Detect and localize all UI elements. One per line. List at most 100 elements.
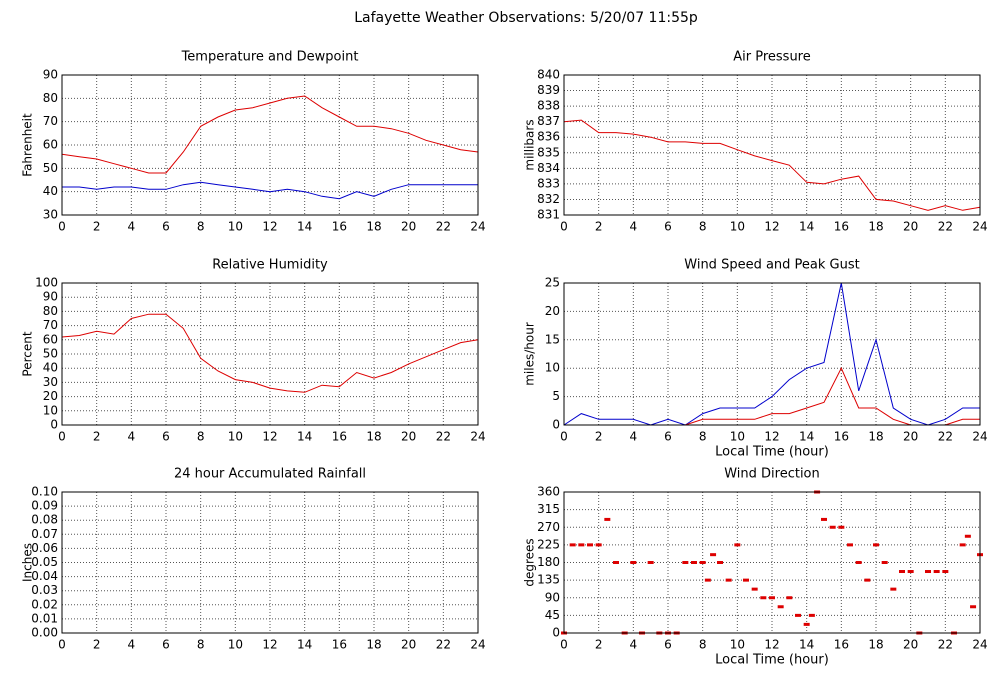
x-tick-label: 12: [262, 430, 277, 444]
x-tick-label: 18: [868, 220, 883, 234]
y-tick-label: 50: [43, 347, 58, 361]
data-point: [682, 561, 689, 564]
data-point: [760, 596, 767, 600]
y-tick-label: 20: [545, 304, 560, 318]
x-tick-label: 4: [128, 430, 136, 444]
x-tick-label: 24: [972, 220, 987, 234]
y-tick-label: 0.08: [31, 513, 58, 527]
data-point: [587, 543, 593, 547]
x-tick-label: 12: [262, 220, 277, 234]
y-tick-label: 836: [537, 130, 560, 144]
x-tick-label: 2: [595, 638, 603, 652]
y-tick-label: 70: [43, 318, 58, 332]
y-tick-label: 0.03: [31, 583, 58, 597]
chart-title: Relative Humidity: [212, 258, 328, 273]
plot-frame: [563, 491, 981, 634]
x-tick-label: 0: [58, 638, 66, 652]
data-point: [613, 561, 619, 564]
y-tick-label: 5: [552, 389, 560, 403]
y-tick-label: 315: [537, 502, 560, 516]
x-tick-label: 0: [560, 220, 568, 234]
y-tick-label: 180: [537, 555, 560, 569]
y-tick-label: 100: [35, 276, 58, 290]
y-tick-label: 0: [552, 626, 560, 640]
data-point: [795, 613, 801, 617]
data-point: [769, 596, 775, 600]
data-point: [847, 543, 853, 547]
y-tick-label: 30: [43, 208, 58, 222]
y-tick-label: 30: [43, 375, 58, 389]
x-tick-label: 24: [972, 430, 987, 444]
y-tick-label: 839: [537, 83, 560, 97]
y-tick-label: 0.06: [31, 541, 58, 555]
data-point: [829, 525, 836, 529]
data-point: [691, 561, 697, 564]
x-tick-label: 18: [366, 220, 381, 234]
y-tick-label: 135: [537, 573, 560, 587]
data-point: [777, 605, 784, 609]
data-line: [563, 282, 980, 426]
x-tick-label: 2: [93, 430, 101, 444]
y-tick-label: 10: [545, 361, 560, 375]
plot-frame: [61, 491, 479, 634]
data-point: [838, 525, 845, 529]
y-tick-label: 0.07: [31, 527, 58, 541]
x-tick-label: 12: [764, 430, 779, 444]
x-tick-label: 14: [799, 430, 814, 444]
x-tick-label: 24: [470, 430, 485, 444]
data-point: [569, 543, 576, 547]
data-point: [808, 613, 815, 617]
data-point: [855, 561, 862, 564]
x-axis-label: Local Time (hour): [715, 653, 829, 668]
data-point: [743, 578, 749, 582]
x-tick-label: 14: [799, 638, 814, 652]
data-point: [725, 578, 732, 582]
y-tick-label: 20: [43, 389, 58, 403]
x-tick-label: 16: [834, 220, 849, 234]
x-tick-label: 14: [297, 638, 312, 652]
x-tick-label: 24: [470, 638, 485, 652]
y-tick-label: 225: [537, 537, 560, 551]
x-tick-label: 6: [162, 430, 170, 444]
data-point: [873, 543, 879, 547]
x-tick-label: 16: [332, 638, 347, 652]
y-axis-label: degrees: [523, 538, 537, 586]
y-tick-label: 0.00: [31, 626, 58, 640]
x-tick-label: 10: [228, 220, 243, 234]
y-tick-label: 80: [43, 91, 58, 105]
y-tick-label: 837: [537, 114, 560, 128]
x-tick-label: 12: [262, 638, 277, 652]
x-tick-label: 20: [401, 220, 416, 234]
plot-area: [564, 283, 980, 425]
data-point: [751, 587, 758, 591]
data-point: [717, 561, 723, 564]
y-tick-label: 10: [43, 403, 58, 417]
x-tick-label: 8: [699, 220, 707, 234]
data-point: [881, 561, 888, 564]
y-axis-label: millibars: [523, 119, 537, 170]
y-tick-label: 0: [552, 418, 560, 432]
y-tick-label: 270: [537, 520, 560, 534]
y-tick-label: 0.09: [31, 499, 58, 513]
x-tick-label: 18: [366, 638, 381, 652]
x-tick-label: 20: [903, 220, 918, 234]
x-tick-label: 12: [764, 638, 779, 652]
x-tick-label: 10: [730, 220, 745, 234]
x-tick-label: 0: [560, 430, 568, 444]
x-tick-label: 16: [332, 220, 347, 234]
x-tick-label: 8: [699, 638, 707, 652]
data-line: [61, 313, 479, 393]
data-point: [630, 561, 637, 564]
y-tick-label: 90: [43, 290, 58, 304]
y-tick-label: 0.04: [31, 569, 58, 583]
x-tick-label: 22: [938, 220, 953, 234]
y-tick-label: 60: [43, 332, 58, 346]
x-tick-label: 6: [664, 638, 672, 652]
y-tick-label: 40: [43, 361, 58, 375]
data-point: [959, 543, 966, 547]
data-point: [933, 570, 940, 574]
y-tick-label: 834: [537, 161, 560, 175]
x-tick-label: 18: [366, 430, 381, 444]
data-point: [595, 543, 602, 547]
